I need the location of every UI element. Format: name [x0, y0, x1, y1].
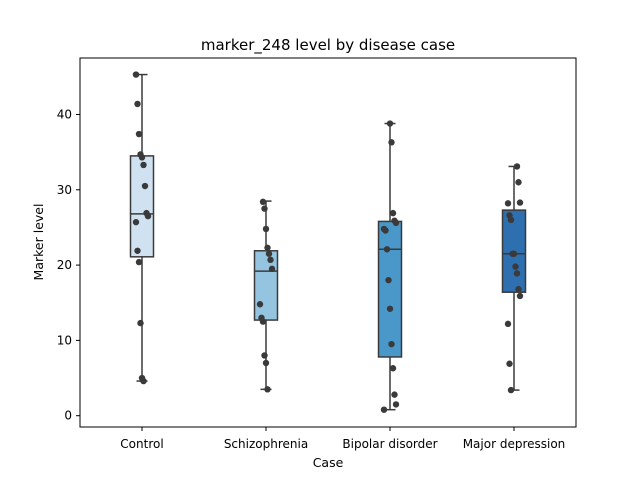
data-point [388, 139, 395, 146]
data-point [386, 305, 394, 312]
data-point [507, 386, 515, 394]
box [129, 155, 155, 258]
data-point [134, 247, 141, 254]
x-axis-ticks: Control Schizophrenia Bipolar disorder Majo… [120, 427, 565, 451]
data-point [506, 360, 513, 367]
box [377, 220, 403, 358]
data-point [389, 209, 397, 217]
data-point [135, 258, 143, 266]
data-point [516, 292, 524, 300]
plot-area [129, 71, 527, 413]
data-point [380, 406, 388, 413]
box-group [377, 122, 403, 411]
data-point [132, 218, 140, 226]
y-tick-label: 10 [57, 333, 72, 347]
data-point [261, 205, 268, 212]
x-tick-label: Control [120, 437, 163, 451]
data-point [262, 225, 270, 233]
data-point [138, 154, 146, 161]
data-point [140, 161, 147, 169]
x-tick-label: Major depression [463, 437, 566, 451]
data-point [504, 200, 512, 207]
data-point [512, 263, 519, 270]
data-point [383, 246, 391, 253]
data-point [261, 352, 268, 359]
data-point [513, 270, 521, 277]
y-tick-label: 30 [57, 183, 72, 197]
data-point [507, 216, 515, 224]
data-point [515, 285, 522, 293]
data-point [504, 320, 512, 328]
data-point [513, 163, 521, 170]
data-point [392, 219, 400, 227]
data-point [140, 377, 147, 385]
data-point [385, 276, 392, 284]
data-point [264, 386, 271, 393]
data-point [262, 359, 270, 367]
y-axis-label: Marker level [31, 204, 46, 281]
data-point [137, 319, 144, 327]
data-point [132, 71, 140, 78]
data-point [267, 256, 274, 264]
data-point [265, 250, 273, 257]
chart-title: marker_248 level by disease case [201, 36, 455, 55]
data-point [389, 365, 397, 372]
data-point [388, 340, 395, 348]
plot-frame [79, 57, 577, 428]
data-point [391, 391, 398, 398]
data-point [268, 265, 276, 273]
data-point [392, 401, 400, 408]
data-point [259, 198, 267, 206]
data-point [515, 179, 522, 186]
data-point [264, 244, 271, 251]
y-tick-label: 0 [64, 409, 72, 423]
x-tick-label: Schizophrenia [224, 437, 308, 451]
data-point [141, 182, 149, 190]
data-point [144, 212, 152, 220]
data-point [386, 120, 394, 127]
data-point [510, 250, 518, 257]
x-tick-label: Bipolar disorder [342, 437, 437, 451]
x-axis-label: Case [313, 455, 344, 470]
box [253, 250, 279, 321]
y-axis-ticks: 0 10 20 30 40 [57, 107, 80, 423]
y-tick-label: 20 [57, 258, 72, 272]
data-point [382, 227, 389, 234]
data-point [135, 130, 143, 138]
data-point [134, 100, 141, 108]
data-point [516, 199, 524, 206]
data-point [259, 318, 267, 325]
y-tick-label: 40 [57, 107, 72, 121]
data-point [256, 301, 264, 308]
